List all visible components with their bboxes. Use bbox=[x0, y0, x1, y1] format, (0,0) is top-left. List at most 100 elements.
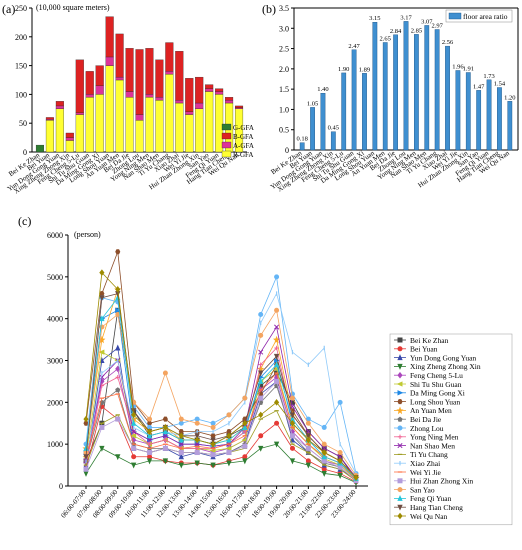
series-line bbox=[85, 443, 357, 484]
y-tick-label: 2.5 bbox=[279, 45, 289, 54]
bar-segment bbox=[234, 107, 244, 109]
data-point bbox=[83, 454, 89, 461]
data-point bbox=[178, 416, 184, 422]
series-line bbox=[85, 380, 357, 481]
legend-label: A-GFA bbox=[233, 142, 254, 150]
y-tick-label: 250 bbox=[15, 4, 27, 13]
data-point bbox=[83, 470, 89, 477]
data-point bbox=[396, 406, 404, 415]
ratio-bar bbox=[486, 79, 492, 151]
bar-segment bbox=[165, 42, 174, 72]
data-point bbox=[210, 462, 216, 469]
y-tick-label: 4000 bbox=[47, 315, 63, 324]
legend-swatch bbox=[221, 150, 232, 158]
data-point bbox=[397, 478, 403, 484]
bar-segment bbox=[185, 114, 194, 153]
series-group bbox=[83, 383, 359, 484]
data-point bbox=[162, 445, 168, 451]
data-point bbox=[178, 441, 184, 447]
data-point bbox=[83, 415, 89, 423]
legend-label: Yong Ning Men bbox=[410, 433, 459, 442]
data-point bbox=[258, 332, 264, 338]
series-line bbox=[85, 309, 357, 476]
data-point bbox=[258, 445, 264, 452]
data-point bbox=[337, 473, 343, 479]
data-point bbox=[397, 354, 403, 361]
data-point bbox=[242, 424, 248, 430]
data-point bbox=[115, 249, 121, 255]
legend-label: An Yuan Men bbox=[410, 406, 452, 415]
ratio-bar bbox=[372, 22, 378, 151]
data-point bbox=[305, 445, 311, 451]
data-point bbox=[289, 419, 296, 427]
series-group bbox=[83, 307, 359, 479]
legend-label: Long Shou Yuan bbox=[410, 397, 460, 406]
bar-segment bbox=[45, 120, 54, 153]
bar-segment bbox=[95, 94, 104, 153]
ratio-bar bbox=[403, 21, 409, 151]
legend-label: G-GFA bbox=[233, 124, 254, 132]
data-point bbox=[258, 370, 264, 377]
data-point bbox=[273, 353, 280, 360]
data-point bbox=[162, 416, 168, 422]
bar-segment bbox=[185, 111, 194, 115]
bar-value-label: 2.56 bbox=[442, 39, 454, 46]
data-point bbox=[289, 458, 296, 465]
data-point bbox=[147, 441, 152, 447]
data-point bbox=[130, 433, 137, 439]
data-point bbox=[242, 454, 248, 460]
bar-segment bbox=[145, 48, 154, 95]
y-tick-label: 0.5 bbox=[279, 126, 289, 135]
bar-value-label: 1.47 bbox=[473, 83, 485, 90]
data-point bbox=[274, 324, 280, 330]
legend-label: Wei Yi Jie bbox=[410, 468, 441, 477]
bar-segment bbox=[65, 137, 74, 141]
data-point bbox=[146, 432, 153, 439]
panel-label-a: (a) bbox=[2, 2, 15, 16]
y-tick-label: 3.0 bbox=[279, 24, 289, 33]
y-tick-label: 200 bbox=[15, 33, 27, 42]
legend-label: Wei Qu Nan bbox=[410, 512, 448, 521]
bar-segment bbox=[115, 33, 124, 78]
bar-segment bbox=[175, 51, 184, 101]
y-tick-label: 100 bbox=[15, 90, 27, 99]
legend-label: B-GFA bbox=[233, 133, 253, 141]
bar-value-label: 2.47 bbox=[348, 43, 360, 50]
data-point bbox=[98, 349, 105, 355]
data-point bbox=[178, 450, 184, 456]
bar-value-label: 1.54 bbox=[494, 81, 506, 88]
data-point bbox=[131, 429, 137, 435]
panel-label-b: (b) bbox=[262, 2, 276, 16]
data-point bbox=[194, 433, 200, 440]
data-point bbox=[274, 399, 280, 406]
series-group bbox=[83, 269, 359, 481]
legend-label: floor area ratio bbox=[463, 12, 508, 21]
bar-segment bbox=[195, 102, 204, 109]
data-point bbox=[321, 466, 327, 472]
data-point bbox=[178, 432, 184, 440]
data-point bbox=[147, 450, 153, 456]
legend-swatch bbox=[221, 132, 232, 140]
data-point bbox=[273, 361, 280, 368]
bar-segment bbox=[95, 65, 104, 86]
ratio-bar bbox=[393, 34, 398, 151]
y-tick-label: 0 bbox=[59, 482, 63, 491]
bar-segment bbox=[234, 105, 244, 108]
bar-segment bbox=[205, 84, 214, 89]
ratio-bar bbox=[382, 42, 388, 151]
data-point bbox=[257, 364, 265, 373]
bar-value-label: 2.84 bbox=[390, 28, 402, 35]
bar-value-label: 3.07 bbox=[421, 18, 433, 25]
ratio-bar bbox=[497, 87, 502, 151]
data-point bbox=[397, 494, 403, 501]
legend-label: Da Ming Gong Xi bbox=[410, 389, 465, 398]
series-line bbox=[85, 271, 357, 478]
data-point bbox=[397, 399, 403, 405]
y-tick-label: 3000 bbox=[47, 357, 63, 366]
data-point bbox=[115, 387, 121, 393]
ratio-bar bbox=[362, 73, 367, 151]
bar-segment bbox=[155, 97, 164, 101]
legend-label: Bei Ke Zhan bbox=[410, 336, 449, 345]
bar-segment bbox=[165, 74, 174, 153]
data-point bbox=[397, 487, 403, 493]
